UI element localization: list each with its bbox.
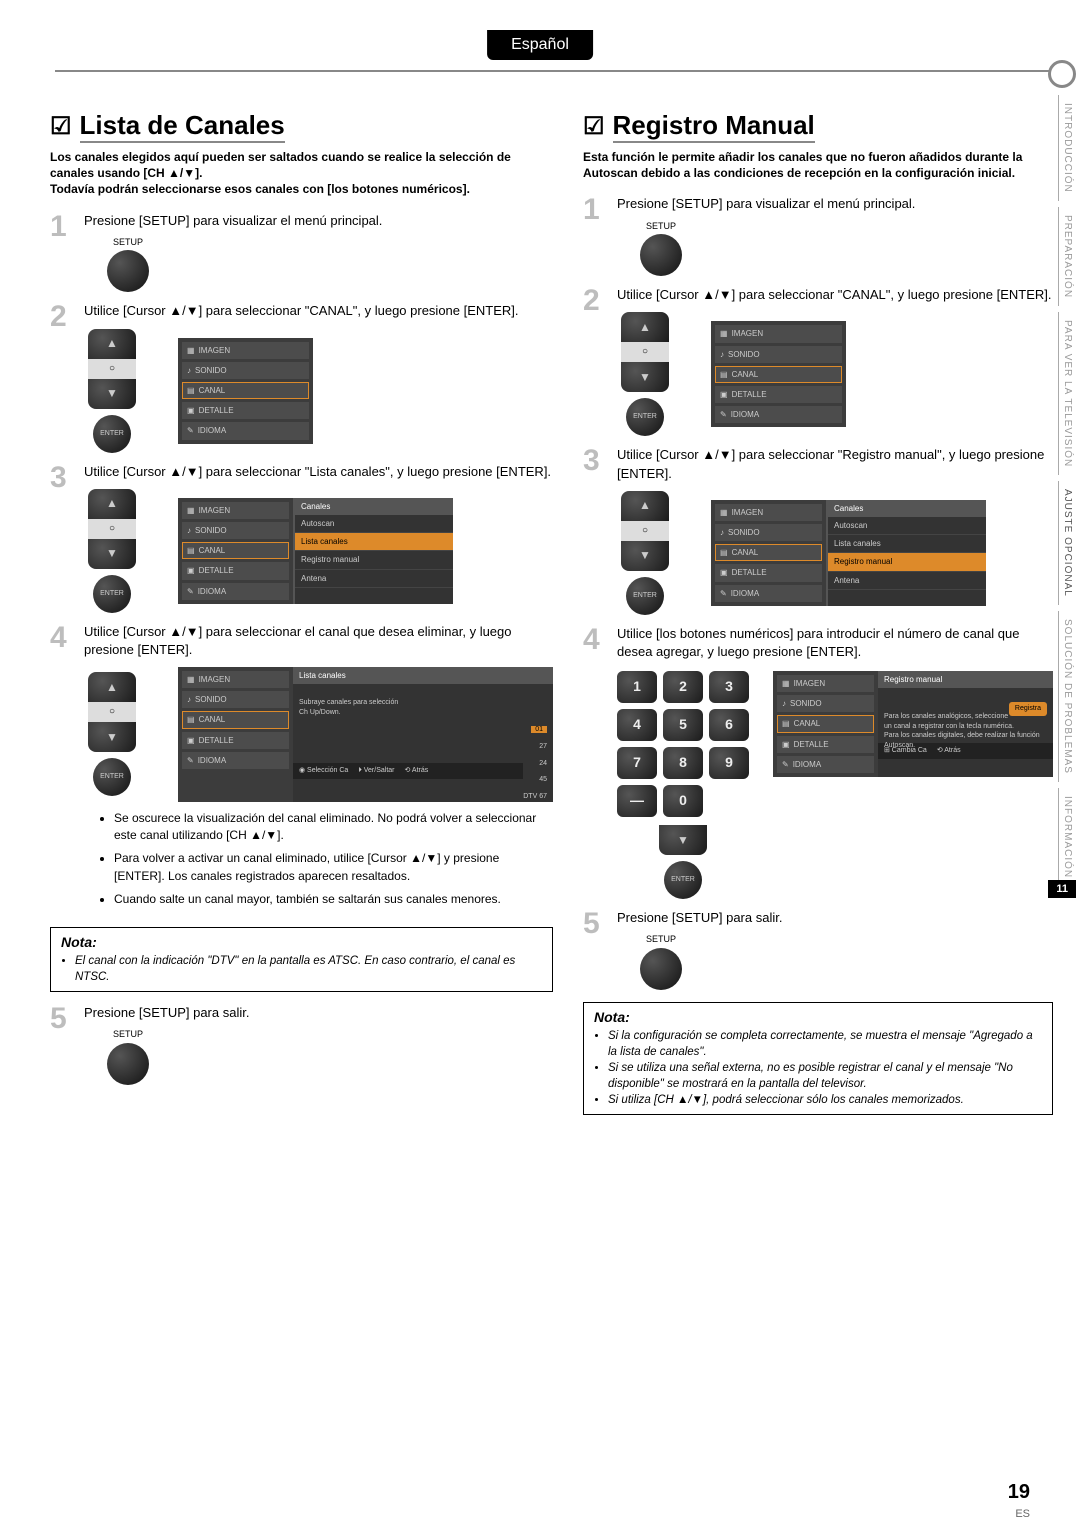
- cursor-down-icon: ▼: [621, 362, 669, 392]
- channel-number-list: 01 27 24 45 DTV 67: [523, 718, 547, 802]
- side-tab: PREPARACIÓN: [1058, 207, 1076, 306]
- setup-button-icon: [640, 948, 682, 990]
- step-number: 1: [50, 212, 76, 293]
- setup-button-icon: [640, 234, 682, 276]
- key-9: 9: [709, 747, 749, 779]
- enter-button-icon: ENTER: [626, 577, 664, 615]
- cursor-up-icon: ▲: [88, 489, 136, 519]
- intro-text: Los canales elegidos aquí pueden ser sal…: [50, 149, 553, 198]
- registra-button: Registra: [1009, 702, 1047, 716]
- osd-main-menu: ▦IMAGEN ♪SONIDO ▤CANAL ▣DETALLE ✎IDIOMA: [711, 321, 846, 427]
- cursor-down-icon: ▼: [659, 825, 707, 855]
- osd-registro-manual: ▦IMAGEN ♪SONIDO ▤CANAL ▣DETALLE ✎IDIOMA …: [773, 671, 1053, 777]
- nota-box: Nota: Si la configuración se completa co…: [583, 1002, 1053, 1115]
- osd-menu-canales: ▦IMAGEN ♪SONIDO ▤CANAL ▣DETALLE ✎IDIOMA …: [178, 498, 453, 604]
- osd-lista-canales: ▦IMAGEN ♪SONIDO ▤CANAL ▣DETALLE ✎IDIOMA …: [178, 667, 553, 801]
- key-7: 7: [617, 747, 657, 779]
- step4-bullets: Se oscurece la visualización del canal e…: [100, 810, 553, 909]
- cursor-pad: ▲ ○ ▼ ENTER: [84, 329, 140, 453]
- enter-button-icon: ENTER: [664, 861, 702, 899]
- side-tab: PARA VER LA TELEVISIÓN: [1058, 312, 1076, 475]
- key-3: 3: [709, 671, 749, 703]
- key-5: 5: [663, 709, 703, 741]
- cursor-up-icon: ▲: [88, 329, 136, 359]
- enter-button-icon: ENTER: [93, 415, 131, 453]
- language-tab: Español: [487, 30, 593, 60]
- side-tab-active: AJUSTE OPCIONAL: [1058, 481, 1076, 605]
- side-tab: INTRODUCCIÓN: [1058, 95, 1076, 201]
- step-number: 1: [583, 195, 609, 276]
- osd-menu-canales: ▦IMAGEN ♪SONIDO ▤CANAL ▣DETALLE ✎IDIOMA …: [711, 500, 986, 606]
- key-2: 2: [663, 671, 703, 703]
- key-1: 1: [617, 671, 657, 703]
- setup-button-icon: [107, 250, 149, 292]
- cursor-up-icon: ▲: [621, 312, 669, 342]
- key-0: 0: [663, 785, 703, 817]
- side-tab-rail: INTRODUCCIÓN PREPARACIÓN PARA VER LA TEL…: [1058, 95, 1076, 886]
- key-4: 4: [617, 709, 657, 741]
- nota-box: Nota: El canal con la indicación "DTV" e…: [50, 927, 553, 992]
- numeric-keypad: 1 2 3 4 5 6 7 8 9 — 0: [617, 671, 749, 817]
- cursor-down-icon: ▼: [88, 539, 136, 569]
- side-tab: INFORMACIÓN: [1058, 788, 1076, 886]
- setup-button-icon: [107, 1043, 149, 1085]
- step-number: 4: [583, 625, 609, 899]
- check-icon: ☑: [583, 112, 605, 141]
- step-body: Presione [SETUP] para visualizar el menú…: [84, 212, 553, 293]
- check-icon: ☑: [50, 112, 72, 141]
- intro-text: Esta función le permite añadir los canal…: [583, 149, 1053, 181]
- step-number: 2: [50, 302, 76, 452]
- section-title-text: Registro Manual: [613, 110, 815, 143]
- section-title-text: Lista de Canales: [80, 110, 285, 143]
- cursor-mid: ○: [88, 519, 136, 539]
- cursor-up-icon: ▲: [621, 491, 669, 521]
- cursor-down-icon: ▼: [88, 722, 136, 752]
- cursor-up-icon: ▲: [88, 672, 136, 702]
- step-body: Utilice [Cursor ▲/▼] para seleccionar "C…: [84, 302, 553, 452]
- section-title: ☑ Lista de Canales: [50, 110, 553, 143]
- step-number: 4: [50, 623, 76, 915]
- step-number: 5: [583, 909, 609, 990]
- header-rule: [55, 70, 1068, 72]
- step-number: 3: [50, 463, 76, 613]
- step-number: 5: [50, 1004, 76, 1085]
- cursor-down-icon: ▼: [88, 379, 136, 409]
- key-dash: —: [617, 785, 657, 817]
- page-number: 19: [1008, 1481, 1030, 1504]
- key-8: 8: [663, 747, 703, 779]
- cursor-mid: ○: [88, 359, 136, 379]
- step-body: Presione [SETUP] para salir. SETUP: [84, 1004, 553, 1085]
- step-body: Utilice [Cursor ▲/▼] para seleccionar "L…: [84, 463, 553, 613]
- cursor-mid: ○: [88, 702, 136, 722]
- setup-label: SETUP: [102, 236, 154, 249]
- page-lang-code: ES: [1015, 1508, 1030, 1520]
- side-tab: SOLUCIÓN DE PROBLEMAS: [1058, 611, 1076, 782]
- enter-button-icon: ENTER: [93, 758, 131, 796]
- step-number: 3: [583, 446, 609, 614]
- osd-main-menu: ▦IMAGEN ♪SONIDO ▤CANAL ▣DETALLE ✎IDIOMA: [178, 338, 313, 444]
- enter-button-icon: ENTER: [626, 398, 664, 436]
- col-lista-canales: ☑ Lista de Canales Los canales elegidos …: [50, 110, 553, 1127]
- enter-button-icon: ENTER: [93, 575, 131, 613]
- side-page-badge: 11: [1048, 880, 1076, 898]
- cursor-down-icon: ▼: [621, 541, 669, 571]
- step-number: 2: [583, 286, 609, 436]
- col-registro-manual: ☑ Registro Manual Esta función le permit…: [583, 110, 1053, 1127]
- key-6: 6: [709, 709, 749, 741]
- step-body: Utilice [Cursor ▲/▼] para seleccionar el…: [84, 623, 553, 915]
